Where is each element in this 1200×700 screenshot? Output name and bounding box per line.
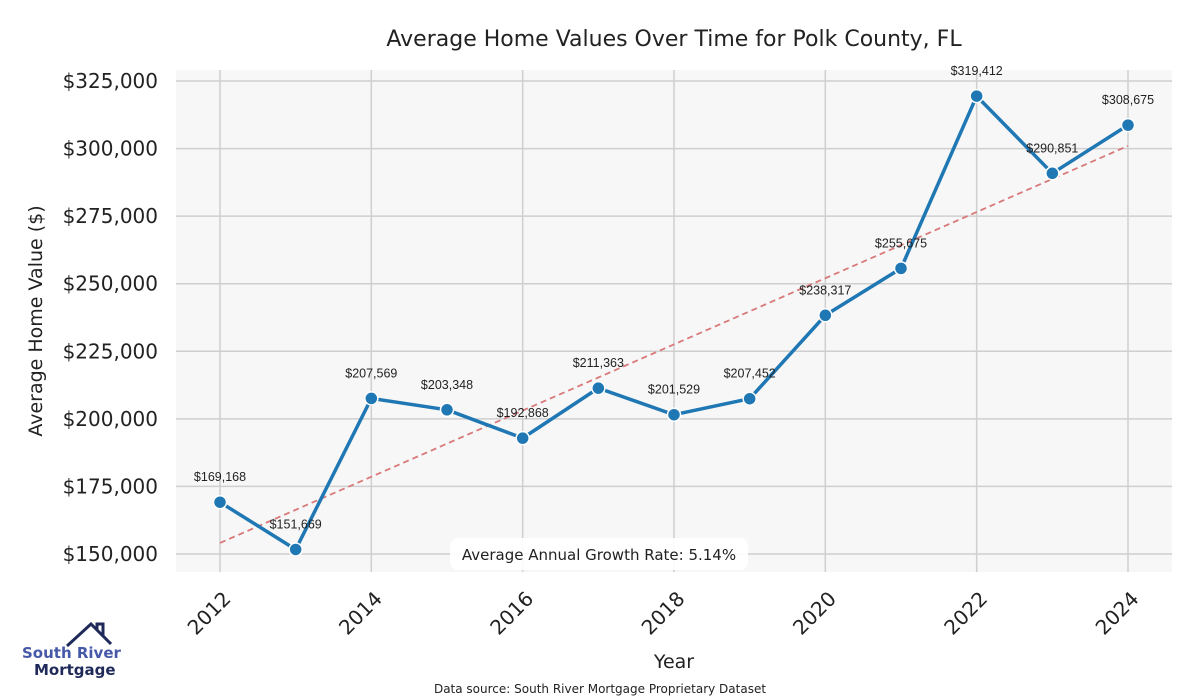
data-label: $207,569 [345,366,397,380]
x-tick-label: 2020 [788,587,841,640]
y-tick-label: $150,000 [63,542,158,566]
south-river-mortgage-logo: South River Mortgage [22,622,122,682]
data-label: $207,452 [724,367,776,381]
data-point [439,402,455,418]
data-point [742,391,757,406]
x-tick-label: 2016 [485,587,538,640]
data-label: $319,412 [951,64,1003,78]
x-tick-label: 2018 [637,587,690,640]
y-tick-label: $325,000 [63,69,158,93]
y-tick-label: $250,000 [63,272,158,296]
y-tick-label: $200,000 [63,407,158,431]
y-tick-label: $275,000 [63,204,158,228]
data-label: $255,675 [875,236,927,250]
chart-title: Average Home Values Over Time for Polk C… [386,27,962,52]
data-label: $290,851 [1026,141,1078,155]
data-label: $308,675 [1102,93,1154,107]
growth-rate-text: Average Annual Growth Rate: 5.14% [462,546,736,564]
data-label: $169,168 [194,470,246,484]
data-point [212,494,228,510]
data-label: $192,868 [497,406,549,420]
x-tick-label: 2014 [334,587,387,640]
data-point [666,407,682,422]
data-point [1120,117,1136,133]
trend-line [219,145,1129,544]
data-label: $203,348 [421,378,473,392]
y-axis-label: Average Home Value ($) [25,205,47,436]
data-point [893,261,909,276]
data-label: $238,317 [799,283,851,297]
data-label: $211,363 [573,356,624,370]
data-label: $151,669 [270,517,322,531]
data-point [969,88,984,104]
data-point [288,542,303,557]
data-source: Data source: South River Mortgage Propri… [434,682,766,696]
data-point [591,380,606,396]
growth-rate-annotation: Average Annual Growth Rate: 5.14% [450,538,748,570]
data-point [818,308,833,323]
y-tick-label: $175,000 [63,474,158,498]
x-tick-label: 2012 [183,587,236,640]
x-axis-label: Year [653,651,694,673]
y-tick-label: $225,000 [63,339,158,363]
x-tick-label: 2022 [939,587,992,640]
data-point [515,430,530,446]
x-tick-label: 2024 [1091,587,1144,640]
data-point [364,391,379,406]
data-point [1045,166,1060,181]
house-roof-icon [65,622,113,648]
y-tick-label: $300,000 [63,137,158,161]
logo-line1: South River [22,644,121,662]
data-label: $201,529 [648,383,700,397]
logo-line2: Mortgage [34,661,116,679]
